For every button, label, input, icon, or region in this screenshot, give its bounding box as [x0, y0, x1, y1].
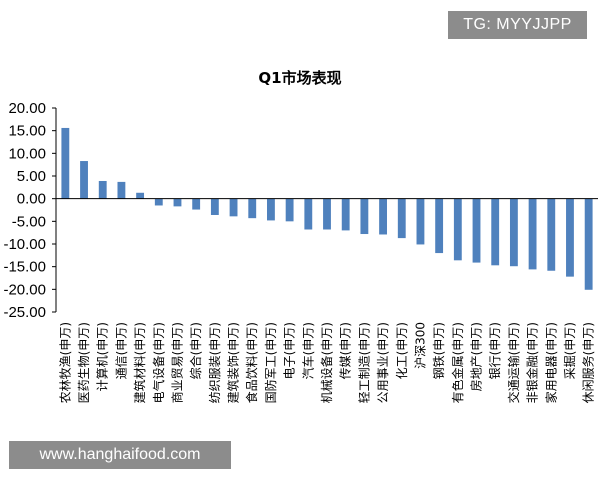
x-tick-label: 纺织服装(申万) — [208, 322, 222, 403]
bar — [566, 198, 574, 277]
bar — [528, 198, 537, 270]
x-tick-label: 沪深300 — [413, 322, 427, 369]
x-tick-label: 交通运输(申万) — [506, 322, 521, 403]
x-tick-label: 商业贸易(申万) — [169, 322, 184, 403]
bar — [229, 198, 238, 217]
y-axis: 20.00 15.00 10.00 5.00 0.00 -5.00 -10.00 -15.00… — [3, 100, 57, 321]
x-tick-label: 食品饮料(申万) — [244, 322, 259, 403]
bar — [136, 192, 145, 199]
bar — [547, 198, 556, 271]
y-tick-label: -15.00 — [3, 259, 46, 276]
x-tick-label: 农林牧渔(申万) — [58, 322, 72, 403]
x-tick-label: 银行(申万) — [488, 322, 502, 379]
bar — [379, 198, 387, 235]
x-tick-label: 医药生物(申万) — [77, 322, 91, 403]
y-tick-label: 5.00 — [17, 168, 46, 185]
bar — [267, 198, 275, 221]
x-tick-label: 家用电器(申万) — [543, 322, 558, 403]
bar — [509, 198, 518, 267]
x-tick-label: 电子(申万) — [283, 322, 297, 379]
x-tick-label: 机械设备(申万) — [319, 322, 334, 403]
bar — [453, 198, 462, 261]
x-tick-label: 建筑材料(申万) — [132, 322, 147, 403]
x-tick-label: 有色金属(申万) — [450, 322, 465, 403]
bar — [80, 161, 88, 199]
bar — [98, 180, 107, 199]
y-tick-label: -5.00 — [12, 213, 46, 230]
x-tick-label: 公用事业(申万) — [376, 322, 390, 403]
chart-title: Q1市场表现 — [258, 69, 341, 87]
y-tick-label: 0.00 — [17, 191, 46, 208]
x-tick-label: 计算机(申万) — [95, 322, 110, 391]
x-tick-label: 通信(申万) — [114, 322, 128, 379]
bar — [192, 198, 201, 210]
x-tick-label: 房地产(申万) — [469, 322, 484, 391]
y-tick-label: 10.00 — [8, 145, 46, 162]
bar — [397, 198, 406, 239]
x-axis: 农林牧渔(申万) 医药生物(申万) 计算机(申万) 通信(申万) 建筑材料(申万) 电气设… — [56, 198, 598, 403]
bar — [323, 198, 331, 230]
bar — [416, 198, 425, 245]
x-tick-label: 电气设备(申万) — [151, 322, 166, 403]
x-tick-label: 采掘(申万) — [562, 322, 577, 379]
x-tick-label: 化工(申万) — [395, 322, 409, 379]
x-tick-label: 非银金融(申万) — [525, 322, 540, 403]
bar — [491, 198, 500, 266]
bar — [435, 198, 444, 254]
x-tick-label: 轻工制造(申万) — [357, 322, 371, 403]
x-tick-label: 国防军工(申万) — [263, 322, 278, 403]
y-tick-label: -25.00 — [3, 304, 46, 321]
bar — [360, 198, 369, 235]
x-tick-label: 综合(申万) — [188, 322, 203, 379]
bar — [173, 198, 182, 207]
bar-series — [61, 127, 593, 290]
bar — [285, 198, 294, 222]
bar — [304, 198, 313, 230]
bar — [472, 198, 481, 263]
bar — [341, 198, 350, 231]
x-tick-label: 休闲服务(申万) — [581, 322, 596, 403]
watermark-bottom-left: www.hanghaifood.com — [9, 441, 231, 469]
x-tick-label: 汽车(申万) — [300, 322, 315, 379]
x-tick-label: 钢铁(申万) — [432, 322, 446, 379]
bar — [154, 198, 163, 206]
x-tick-label: 建筑装饰(申万) — [226, 322, 241, 403]
bar — [584, 198, 593, 290]
watermark-top-right: TG: MYYJJPP — [448, 11, 587, 39]
y-tick-label: 15.00 — [8, 123, 46, 140]
y-tick-label: -10.00 — [3, 236, 46, 253]
bar — [117, 181, 126, 199]
y-tick-label: 20.00 — [8, 100, 46, 117]
bar — [248, 198, 257, 219]
bar — [61, 127, 70, 199]
x-tick-label: 传媒(申万) — [338, 322, 353, 379]
bar — [210, 198, 219, 215]
y-tick-label: -20.00 — [3, 281, 46, 298]
